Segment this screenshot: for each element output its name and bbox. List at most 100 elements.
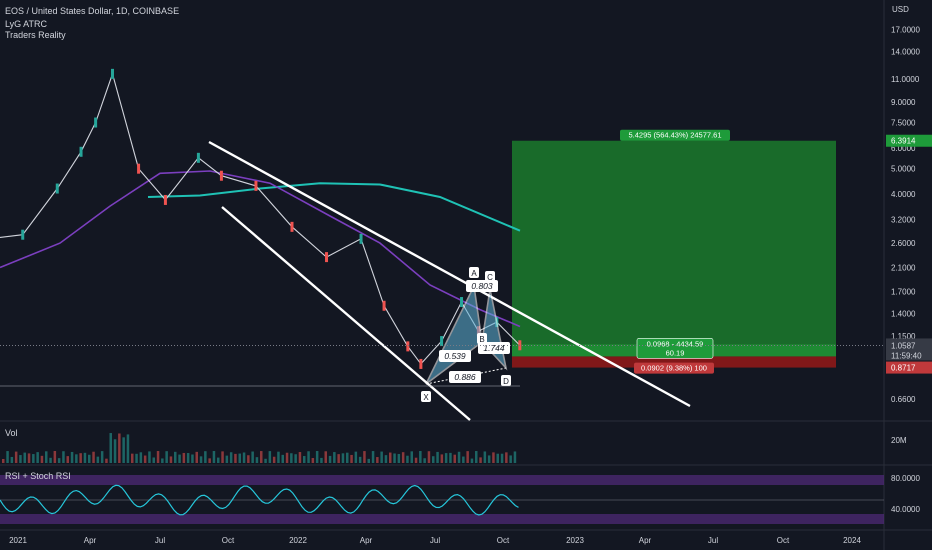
- profit-zone: [512, 140, 836, 357]
- volume-bar: [406, 455, 409, 463]
- pattern-ratio-bg: [449, 371, 481, 383]
- volume-bar: [419, 451, 422, 463]
- price-line: [0, 72, 521, 365]
- rsi-line: [0, 484, 519, 516]
- volume-bar: [45, 451, 48, 463]
- volume-pane-label[interactable]: Vol: [5, 428, 18, 438]
- time-axis-tick: 2024: [843, 536, 861, 545]
- pattern-point-c: C: [487, 273, 493, 282]
- rsi-pane-label[interactable]: RSI + Stoch RSI: [5, 471, 71, 481]
- price-axis-tick: 3.2000: [891, 216, 916, 225]
- volume-bar: [350, 454, 353, 463]
- volume-bar: [449, 452, 452, 463]
- volume-bar: [131, 453, 134, 463]
- volume-bar: [333, 452, 336, 463]
- rsi-oversold-band: [0, 514, 884, 524]
- pattern-ratio: 0.539: [444, 351, 466, 361]
- volume-bar: [182, 452, 186, 463]
- volume-bar: [208, 458, 211, 463]
- volume-bar: [285, 452, 289, 463]
- price-axis-tick: 1.7000: [891, 288, 916, 297]
- volume-bar: [346, 452, 349, 463]
- price-candle: [382, 300, 386, 311]
- loss-zone: [512, 356, 836, 368]
- volume-bar: [328, 455, 332, 463]
- time-axis-tick: Jul: [430, 536, 440, 545]
- volume-bar: [53, 451, 57, 463]
- price-candle: [440, 336, 444, 347]
- chart-title: EOS / United States Dollar, 1D, COINBASE: [5, 6, 180, 16]
- volume-bar: [393, 453, 396, 463]
- price-candle: [290, 221, 294, 232]
- pattern-point-a: A: [471, 269, 477, 278]
- volume-bar: [487, 455, 491, 463]
- volume-bar: [281, 454, 284, 463]
- last-price-tag: 1.0587: [891, 341, 916, 350]
- volume-bar: [389, 452, 392, 463]
- volume-bar: [410, 451, 413, 463]
- volume-bar: [75, 454, 78, 463]
- volume-bar: [165, 451, 168, 463]
- volume-bar: [6, 451, 9, 463]
- pattern-point-bg: [421, 391, 431, 402]
- profit-label-bg: [620, 129, 730, 141]
- time-axis-tick: 2023: [566, 536, 584, 545]
- time-axis-tick: Apr: [639, 536, 652, 545]
- volume-bar: [496, 453, 499, 463]
- price-candle: [110, 68, 114, 79]
- volume-bar: [384, 455, 388, 463]
- pattern-point-bg: [501, 375, 511, 386]
- channel-lower-line: [221, 206, 471, 421]
- volume-bar: [401, 452, 405, 463]
- volume-bar: [307, 451, 310, 463]
- price-candle: [419, 358, 423, 369]
- middle-label-1: 0.0968 - 4434.59: [647, 339, 704, 348]
- volume-axis-tick: 20M: [891, 436, 907, 445]
- volume-bar: [294, 454, 297, 463]
- volume-bar: [337, 454, 340, 463]
- channel-upper-line: [208, 140, 691, 408]
- volume-bar: [371, 451, 375, 463]
- pattern-ratio-bg: [439, 350, 471, 362]
- stop-price-tag: 0.8717: [891, 364, 916, 373]
- indicator-atrc-label[interactable]: LyG ATRC: [5, 19, 48, 29]
- volume-bar: [105, 458, 108, 463]
- price-axis-tick: 14.0000: [891, 47, 920, 56]
- volume-bar: [191, 454, 194, 463]
- volume-bar: [500, 453, 504, 463]
- volume-bar: [212, 451, 216, 463]
- volume-bar: [70, 451, 74, 463]
- volume-bar: [432, 456, 435, 463]
- volume-bar: [148, 451, 151, 463]
- price-candle: [163, 194, 167, 205]
- volume-bar: [36, 452, 39, 463]
- volume-bar: [62, 451, 65, 463]
- time-axis-tick: Oct: [222, 536, 235, 545]
- indicator-traders-reality-label[interactable]: Traders Reality: [5, 30, 66, 40]
- volume-bar: [135, 453, 138, 463]
- volume-bar: [40, 455, 44, 463]
- time-axis-tick: Oct: [777, 536, 790, 545]
- price-candle: [359, 233, 363, 244]
- price-candle: [219, 170, 223, 181]
- volume-bar: [242, 452, 246, 463]
- volume-bar: [229, 452, 233, 463]
- volume-bar: [376, 457, 379, 463]
- stop-price-tag-bg: [886, 361, 932, 374]
- volume-bar: [221, 451, 224, 463]
- price-candle: [254, 180, 258, 191]
- volume-bar: [311, 458, 315, 463]
- pattern-point-b: B: [479, 335, 484, 344]
- last-price-tag-bg: [886, 338, 932, 361]
- volume-bar: [152, 457, 155, 463]
- pattern-ratio: 0.886: [454, 372, 476, 382]
- price-candle: [196, 152, 200, 163]
- volume-bar: [479, 457, 482, 463]
- price-candle: [79, 146, 83, 157]
- price-candle: [406, 341, 410, 352]
- price-axis-tick: 6.0000: [891, 144, 916, 153]
- volume-bar: [225, 455, 229, 463]
- volume-bar: [118, 433, 121, 463]
- volume-bar: [414, 457, 418, 463]
